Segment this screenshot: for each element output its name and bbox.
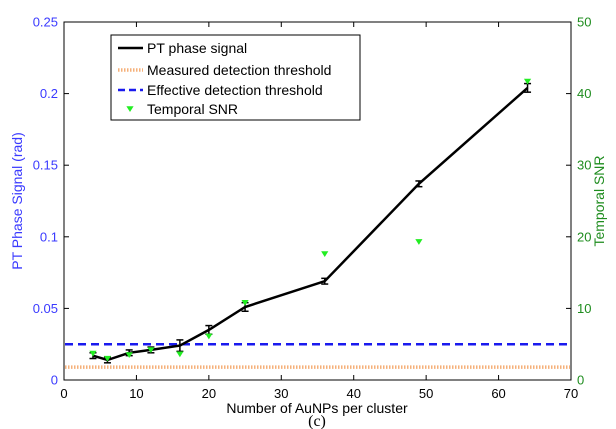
x-tick-label: 70 bbox=[564, 386, 578, 401]
snr-point bbox=[321, 251, 329, 258]
ticks-layer: 0 10 20 30 40 50 60 7000.050.10.150.20.25010203… bbox=[33, 15, 592, 402]
snr-point bbox=[176, 351, 184, 358]
y-right-tick-label: 30 bbox=[577, 158, 591, 173]
legend: PT phase signal Measured detection thresh… bbox=[110, 34, 361, 121]
x-tick-label: 10 bbox=[129, 386, 143, 401]
snr-point bbox=[415, 239, 423, 245]
legend-box bbox=[110, 34, 361, 121]
pt-signal-line bbox=[92, 86, 529, 362]
snr-point bbox=[241, 299, 249, 306]
figure-caption: (c) bbox=[308, 413, 326, 429]
snr-point bbox=[205, 333, 213, 340]
y-left-tick-label: 0.05 bbox=[33, 301, 58, 316]
x-tick-label: 0 bbox=[60, 386, 67, 401]
y-left-tick-label: 0.1 bbox=[40, 229, 58, 244]
y-right-tick-label: 40 bbox=[577, 86, 591, 101]
y-left-tick-label: 0.15 bbox=[33, 158, 58, 173]
y-right-tick-label: 50 bbox=[577, 15, 591, 30]
legend-label-effective-threshold: Effective detection threshold bbox=[147, 82, 323, 98]
snr-point bbox=[147, 347, 155, 353]
y-right-tick-label: 10 bbox=[577, 301, 591, 316]
y-right-tick-label: 0 bbox=[577, 373, 584, 388]
snr-point bbox=[103, 355, 112, 362]
legend-label-pt-signal: PT phase signal bbox=[147, 40, 247, 56]
snr-point bbox=[125, 352, 133, 358]
x-axis-label: Number of AuNPs per cluster bbox=[226, 400, 408, 416]
legend-swatch-snr bbox=[126, 106, 134, 113]
legend-label-snr: Temporal SNR bbox=[147, 101, 238, 117]
snr-point bbox=[89, 350, 97, 357]
series-layer bbox=[65, 78, 570, 369]
y-axis-right-label: Temporal SNR bbox=[591, 155, 607, 246]
y-left-tick-label: 0 bbox=[51, 373, 58, 388]
y-right-tick-label: 20 bbox=[577, 229, 591, 244]
snr-point bbox=[523, 78, 532, 85]
y-left-tick-label: 0.2 bbox=[40, 86, 58, 101]
x-tick-label: 50 bbox=[419, 386, 433, 401]
y-axis-left-label: PT Phase Signal (rad) bbox=[9, 132, 25, 269]
x-tick-label: 60 bbox=[491, 386, 505, 401]
x-tick-label: 30 bbox=[274, 386, 288, 401]
x-tick-label: 20 bbox=[202, 386, 216, 401]
x-tick-label: 40 bbox=[346, 386, 360, 401]
legend-label-measured-threshold: Measured detection threshold bbox=[147, 62, 331, 78]
y-left-tick-label: 0.25 bbox=[33, 15, 58, 30]
